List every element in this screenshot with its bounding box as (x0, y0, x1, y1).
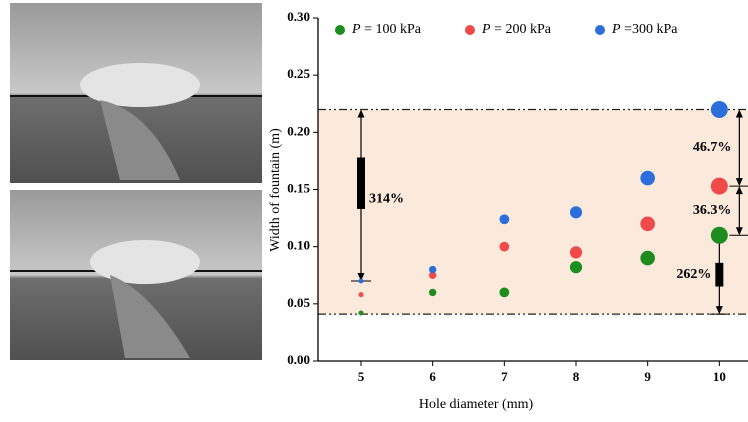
y-tick-label: 0.10 (287, 238, 310, 253)
data-point (499, 214, 510, 225)
photos (10, 3, 262, 360)
y-tick-label: 0.30 (287, 9, 310, 24)
data-point (428, 265, 437, 274)
fountain-shape (80, 63, 200, 107)
x-axis-label: Hole diameter (mm) (419, 397, 534, 412)
data-point (358, 292, 364, 298)
annotation-label: 46.7% (693, 140, 732, 155)
arrowhead (735, 227, 743, 236)
data-point (358, 310, 364, 316)
legend-rest: =300 kPa (621, 22, 679, 37)
arrowhead (357, 272, 365, 281)
x-tick-label: 9 (644, 369, 651, 384)
x-tick-label: 5 (358, 369, 365, 384)
legend-marker (465, 25, 475, 35)
data-point (569, 206, 583, 219)
data-point (640, 170, 655, 186)
arrowhead (735, 178, 743, 187)
y-tick-label: 0.05 (287, 295, 310, 310)
data-point (358, 278, 364, 284)
data-point (640, 250, 655, 266)
y-axis-label: Width of fountain (m) (268, 128, 283, 252)
fountain-shape (90, 240, 200, 284)
legend-italic: P (351, 22, 361, 37)
legend-label: P =300 kPa (611, 22, 678, 37)
y-tick-label: 0.00 (287, 352, 310, 367)
arrowhead (715, 306, 723, 315)
data-point (569, 261, 583, 274)
data-point (428, 271, 437, 279)
x-tick-label: 8 (573, 369, 580, 384)
annotation-bar (715, 262, 724, 287)
data-point (499, 287, 510, 298)
data-point (569, 246, 583, 259)
data-point (428, 288, 437, 297)
x-tick-label: 10 (713, 369, 726, 384)
arrowhead (735, 186, 743, 195)
data-point (710, 226, 728, 244)
annotation-bar (357, 157, 365, 209)
arrowhead (735, 109, 743, 118)
bubble-plume (100, 100, 180, 180)
bubble-plume (110, 275, 190, 358)
annotation-label: 36.3% (693, 203, 732, 218)
legend-rest: = 100 kPa (361, 22, 422, 37)
y-tick-label: 0.20 (287, 123, 310, 138)
annotation: 314% (351, 109, 404, 282)
legend-label: P = 200 kPa (481, 22, 552, 37)
legend-marker (595, 25, 605, 35)
data-point (710, 100, 728, 118)
data-point (640, 216, 655, 232)
legend-label: P = 100 kPa (351, 22, 422, 37)
x-tick-label: 6 (429, 369, 436, 384)
data-point (499, 241, 510, 252)
legend-italic: P (481, 22, 491, 37)
annotation-label: 314% (369, 191, 404, 206)
x-tick-label: 7 (501, 369, 508, 384)
shaded-band (318, 109, 748, 315)
legend-marker (335, 25, 345, 35)
arrowhead (357, 109, 365, 118)
annotation-label: 262% (676, 267, 711, 282)
legend-rest: = 200 kPa (491, 22, 552, 37)
legend-italic: P (611, 22, 621, 37)
annotation: 36.3% (693, 186, 748, 236)
y-tick-label: 0.25 (287, 66, 310, 81)
y-tick-label: 0.15 (287, 180, 310, 195)
data-point (710, 177, 728, 195)
